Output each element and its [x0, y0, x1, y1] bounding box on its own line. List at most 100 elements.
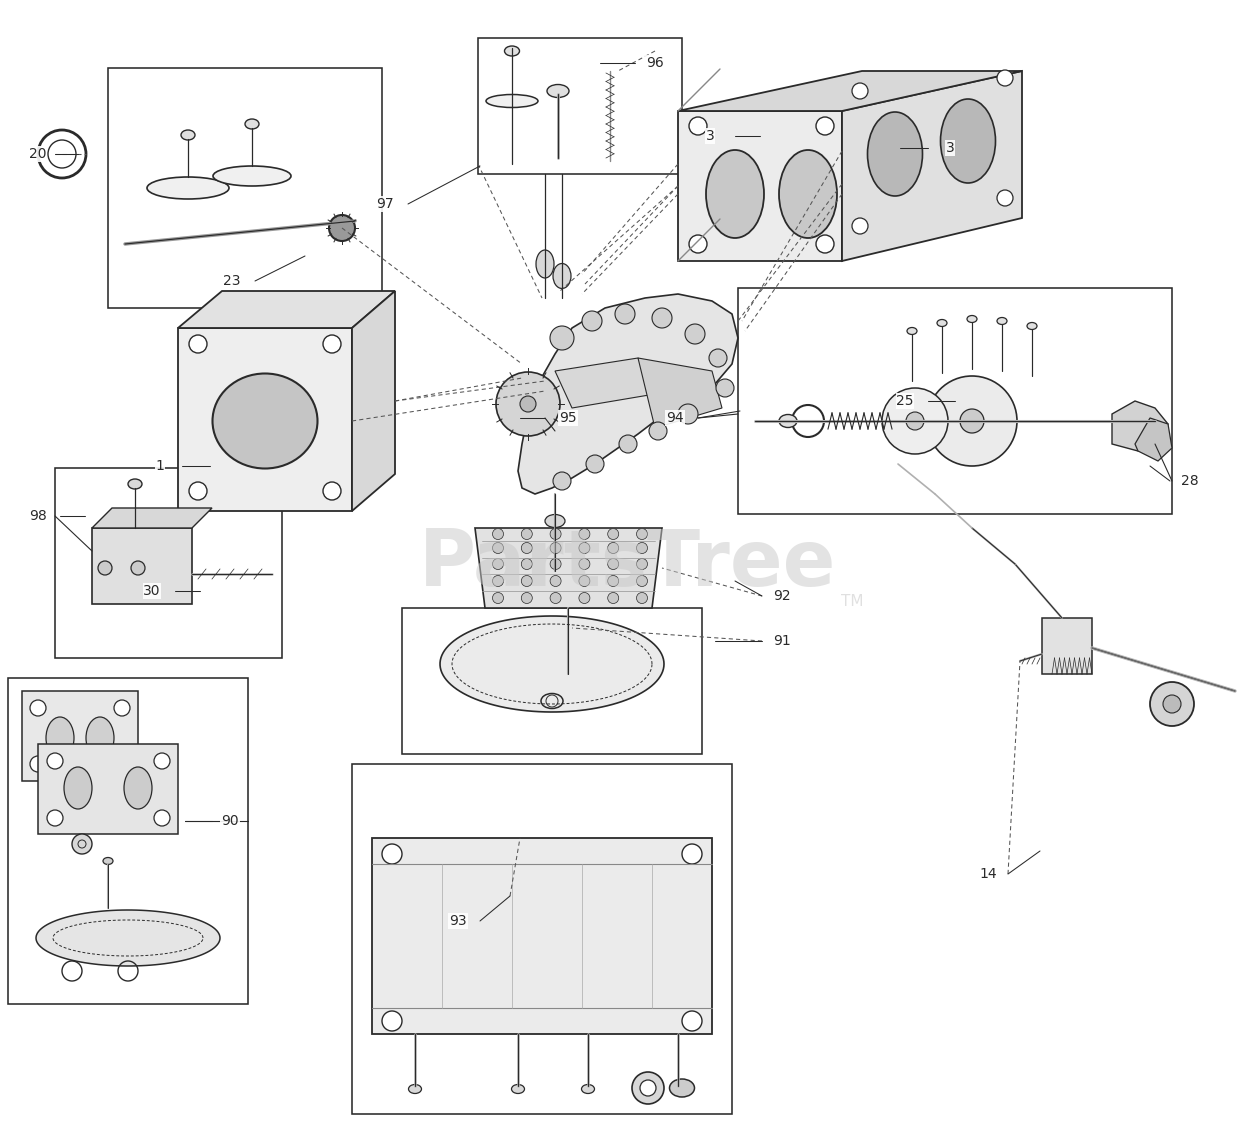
Circle shape [816, 117, 833, 135]
Ellipse shape [997, 318, 1007, 324]
Circle shape [382, 1011, 402, 1031]
Ellipse shape [512, 1084, 524, 1093]
Circle shape [189, 336, 207, 352]
Circle shape [522, 575, 532, 587]
Circle shape [493, 575, 504, 587]
Text: 96: 96 [646, 56, 664, 70]
Circle shape [47, 753, 63, 769]
Ellipse shape [670, 1079, 695, 1097]
Circle shape [551, 592, 561, 604]
Circle shape [30, 700, 47, 716]
Circle shape [114, 756, 129, 772]
Ellipse shape [553, 263, 571, 288]
Circle shape [997, 190, 1013, 206]
Circle shape [155, 753, 170, 769]
Text: TM: TM [841, 593, 864, 608]
Ellipse shape [103, 858, 113, 865]
Polygon shape [518, 294, 738, 494]
Polygon shape [1135, 418, 1172, 461]
Ellipse shape [504, 46, 519, 56]
Polygon shape [92, 528, 192, 604]
Text: 3: 3 [705, 129, 714, 143]
Bar [738, 288, 1172, 513]
Circle shape [636, 558, 647, 570]
Ellipse shape [147, 177, 229, 199]
Polygon shape [178, 328, 352, 511]
Circle shape [607, 558, 618, 570]
Text: 23: 23 [224, 274, 241, 288]
Ellipse shape [779, 414, 797, 428]
Bar [352, 765, 732, 1114]
Circle shape [551, 327, 574, 350]
Circle shape [131, 561, 145, 575]
Circle shape [72, 834, 92, 854]
Text: 97: 97 [376, 197, 393, 211]
Circle shape [632, 1072, 664, 1103]
Circle shape [1163, 695, 1182, 713]
Circle shape [551, 575, 561, 587]
Circle shape [683, 844, 701, 864]
Ellipse shape [212, 166, 292, 186]
Circle shape [323, 482, 341, 500]
Polygon shape [352, 291, 395, 511]
Text: 25: 25 [896, 394, 914, 408]
Ellipse shape [936, 320, 947, 327]
Polygon shape [475, 528, 662, 608]
Bar [402, 608, 701, 754]
Circle shape [329, 215, 354, 241]
Ellipse shape [128, 479, 142, 489]
Polygon shape [678, 111, 842, 261]
Circle shape [618, 435, 637, 453]
Circle shape [607, 543, 618, 554]
Bar [55, 468, 282, 658]
Ellipse shape [967, 315, 977, 322]
Text: 14: 14 [979, 867, 997, 881]
Bar [478, 38, 683, 175]
Circle shape [155, 810, 170, 826]
Circle shape [522, 543, 532, 554]
Circle shape [579, 592, 590, 604]
Circle shape [652, 309, 672, 328]
Ellipse shape [547, 84, 569, 98]
Circle shape [649, 422, 667, 440]
Ellipse shape [181, 129, 195, 140]
Text: 93: 93 [449, 914, 466, 928]
Ellipse shape [867, 111, 923, 196]
Polygon shape [36, 910, 220, 966]
Circle shape [522, 592, 532, 604]
Circle shape [852, 83, 869, 99]
Ellipse shape [212, 374, 318, 468]
Circle shape [615, 304, 635, 324]
Circle shape [551, 558, 561, 570]
Ellipse shape [547, 543, 563, 553]
Circle shape [114, 700, 129, 716]
Circle shape [493, 558, 504, 570]
Circle shape [636, 528, 647, 539]
Text: 95: 95 [559, 411, 577, 425]
Polygon shape [842, 71, 1022, 261]
Circle shape [816, 235, 833, 253]
Bar [8, 678, 248, 1004]
Circle shape [607, 528, 618, 539]
Circle shape [960, 409, 984, 434]
Circle shape [493, 543, 504, 554]
Bar [108, 68, 382, 309]
Circle shape [689, 235, 706, 253]
Ellipse shape [486, 95, 538, 107]
Ellipse shape [47, 717, 74, 759]
Text: 28: 28 [1182, 474, 1199, 488]
Circle shape [382, 844, 402, 864]
Polygon shape [92, 508, 212, 528]
Polygon shape [1042, 618, 1092, 674]
Circle shape [689, 117, 706, 135]
Ellipse shape [671, 1084, 685, 1093]
Polygon shape [678, 71, 1022, 111]
Circle shape [636, 575, 647, 587]
Circle shape [586, 455, 605, 473]
Circle shape [607, 592, 618, 604]
Circle shape [997, 70, 1013, 86]
Circle shape [98, 561, 112, 575]
Circle shape [522, 528, 532, 539]
Circle shape [607, 575, 618, 587]
Circle shape [323, 336, 341, 352]
